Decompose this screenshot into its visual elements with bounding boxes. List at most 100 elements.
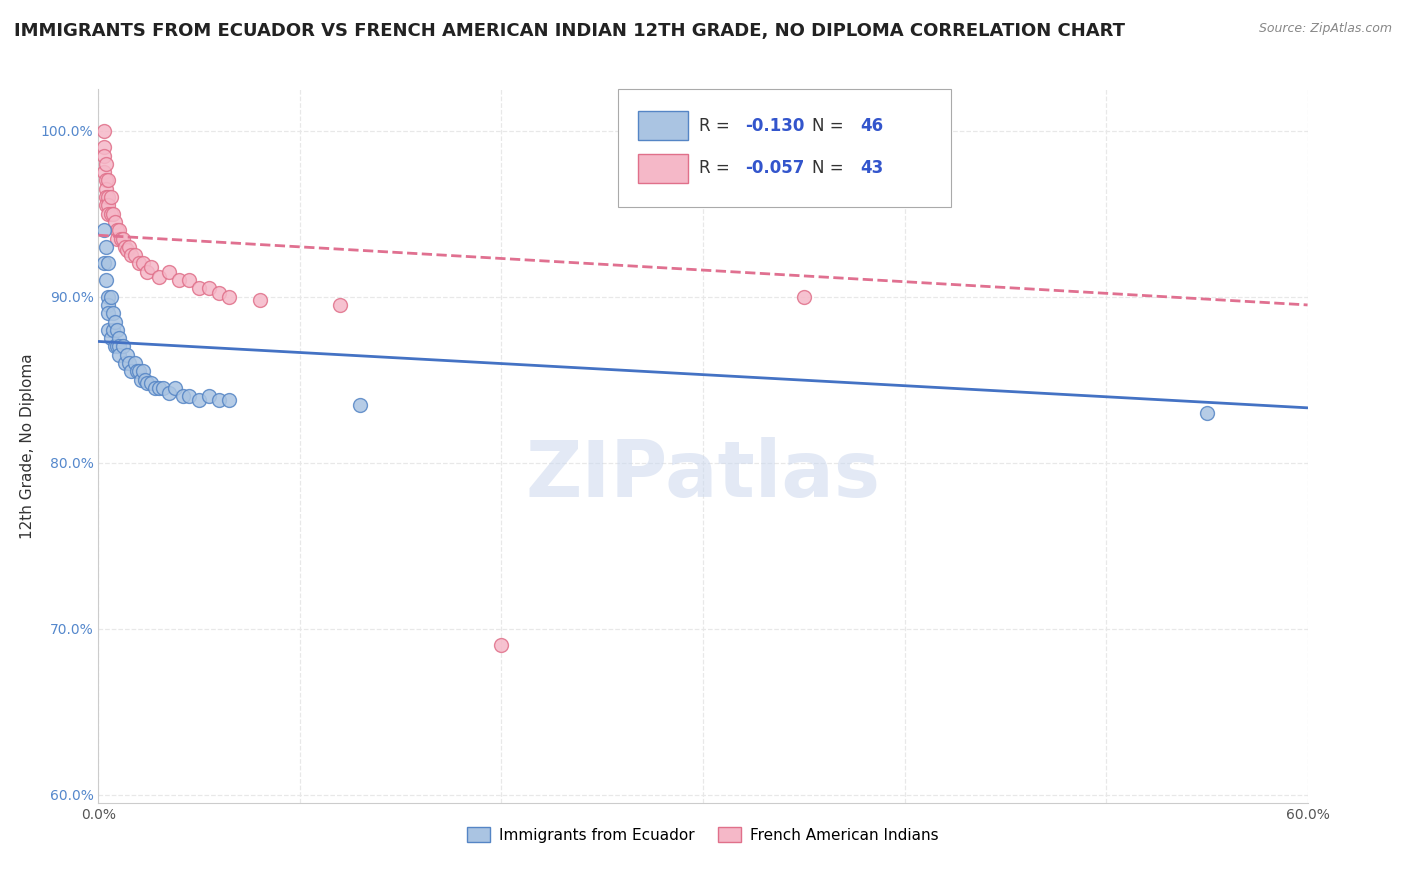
- Point: [97, 290, 120, 304]
- Point: [103, 314, 125, 328]
- Point: [105, 339, 128, 353]
- Point: [218, 290, 240, 304]
- Point: [172, 389, 194, 403]
- Point: [96, 273, 118, 287]
- Point: [93, 140, 115, 154]
- Point: [188, 281, 211, 295]
- Point: [107, 339, 129, 353]
- Point: [105, 231, 128, 245]
- Point: [93, 223, 115, 237]
- Point: [1195, 406, 1218, 420]
- Point: [96, 198, 118, 212]
- Point: [134, 373, 156, 387]
- Point: [96, 190, 118, 204]
- Point: [139, 376, 162, 390]
- Point: [97, 256, 120, 270]
- Text: N =: N =: [811, 117, 849, 135]
- Point: [107, 223, 129, 237]
- Point: [135, 265, 157, 279]
- Point: [97, 190, 120, 204]
- Point: [105, 223, 128, 237]
- Point: [148, 381, 170, 395]
- Point: [115, 348, 138, 362]
- Point: [93, 148, 115, 162]
- Point: [97, 323, 120, 337]
- Point: [329, 298, 352, 312]
- Legend: Immigrants from Ecuador, French American Indians: Immigrants from Ecuador, French American…: [461, 821, 945, 848]
- Point: [132, 364, 155, 378]
- Text: 43: 43: [860, 160, 883, 178]
- Point: [249, 293, 271, 307]
- Point: [97, 298, 120, 312]
- Point: [100, 290, 122, 304]
- Point: [111, 231, 134, 245]
- Point: [198, 281, 221, 295]
- Point: [198, 389, 221, 403]
- FancyBboxPatch shape: [638, 154, 689, 183]
- Point: [135, 376, 157, 390]
- Text: N =: N =: [811, 160, 849, 178]
- Point: [118, 356, 141, 370]
- Point: [111, 339, 134, 353]
- Point: [163, 381, 186, 395]
- Point: [129, 373, 152, 387]
- Point: [179, 273, 201, 287]
- Point: [107, 348, 129, 362]
- Point: [128, 256, 150, 270]
- FancyBboxPatch shape: [619, 89, 950, 207]
- Point: [115, 243, 138, 257]
- Point: [93, 256, 115, 270]
- Text: IMMIGRANTS FROM ECUADOR VS FRENCH AMERICAN INDIAN 12TH GRADE, NO DIPLOMA CORRELA: IMMIGRANTS FROM ECUADOR VS FRENCH AMERIC…: [14, 22, 1125, 40]
- Y-axis label: 12th Grade, No Diploma: 12th Grade, No Diploma: [20, 353, 35, 539]
- Point: [152, 381, 174, 395]
- Point: [103, 215, 125, 229]
- Point: [124, 248, 146, 262]
- Text: R =: R =: [699, 117, 735, 135]
- Point: [143, 381, 166, 395]
- Point: [93, 165, 115, 179]
- Point: [101, 207, 124, 221]
- Text: 46: 46: [860, 117, 883, 135]
- Point: [167, 273, 190, 287]
- Point: [100, 207, 122, 221]
- Point: [218, 392, 240, 407]
- Point: [157, 385, 180, 400]
- Point: [349, 397, 371, 411]
- Point: [148, 269, 170, 284]
- Point: [101, 323, 124, 337]
- Point: [107, 331, 129, 345]
- Point: [114, 356, 136, 370]
- Point: [97, 173, 120, 187]
- Point: [96, 173, 118, 187]
- Point: [208, 392, 231, 407]
- Point: [97, 306, 120, 320]
- Point: [103, 339, 125, 353]
- Point: [157, 265, 180, 279]
- Point: [120, 364, 142, 378]
- Point: [96, 240, 118, 254]
- Text: -0.130: -0.130: [745, 117, 804, 135]
- Point: [188, 392, 211, 407]
- Point: [208, 286, 231, 301]
- Point: [491, 638, 513, 652]
- Point: [179, 389, 201, 403]
- Point: [97, 207, 120, 221]
- Point: [93, 124, 115, 138]
- Point: [114, 240, 136, 254]
- FancyBboxPatch shape: [638, 112, 689, 140]
- Point: [128, 364, 150, 378]
- Point: [125, 364, 148, 378]
- Text: R =: R =: [699, 160, 735, 178]
- Point: [793, 290, 815, 304]
- Point: [120, 248, 142, 262]
- Point: [96, 157, 118, 171]
- Point: [132, 256, 155, 270]
- Point: [110, 231, 132, 245]
- Point: [118, 240, 141, 254]
- Text: -0.057: -0.057: [745, 160, 804, 178]
- Point: [97, 198, 120, 212]
- Text: ZIPatlas: ZIPatlas: [526, 436, 880, 513]
- Point: [139, 260, 162, 274]
- Point: [124, 356, 146, 370]
- Text: Source: ZipAtlas.com: Source: ZipAtlas.com: [1258, 22, 1392, 36]
